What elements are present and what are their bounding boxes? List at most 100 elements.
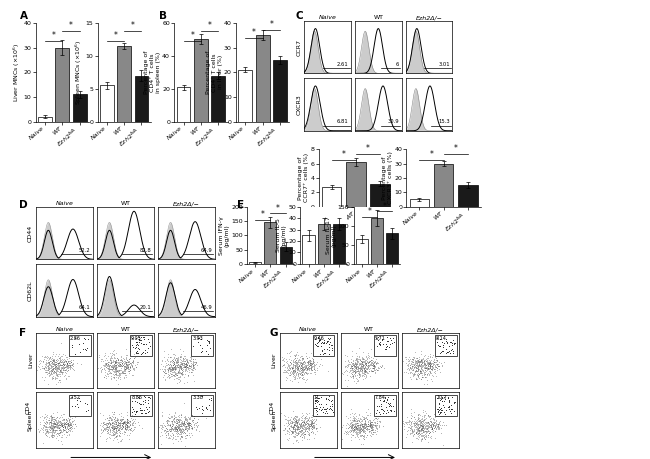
Point	[292, 416, 302, 423]
Point	[417, 414, 427, 421]
Point	[185, 420, 195, 427]
Point	[171, 363, 181, 370]
Point	[171, 420, 181, 427]
Point	[68, 417, 78, 425]
Point	[192, 361, 202, 368]
Point	[414, 429, 424, 437]
Point	[450, 339, 460, 347]
Point	[193, 339, 203, 346]
Point	[170, 369, 181, 376]
Point	[300, 413, 310, 420]
Point	[292, 365, 302, 373]
Point	[383, 337, 393, 345]
Point	[176, 360, 186, 367]
Point	[63, 362, 73, 369]
Point	[109, 368, 120, 375]
Point	[428, 418, 439, 425]
Point	[124, 348, 135, 355]
Point	[292, 431, 302, 438]
Point	[434, 418, 444, 425]
Point	[290, 418, 300, 425]
Point	[138, 333, 149, 341]
Point	[105, 419, 115, 426]
Point	[365, 420, 375, 428]
Point	[159, 369, 170, 376]
Point	[165, 353, 176, 360]
Point	[109, 354, 120, 362]
Point	[111, 419, 121, 426]
Point	[290, 374, 300, 381]
Point	[167, 417, 177, 424]
Point	[355, 418, 365, 425]
Point	[375, 397, 385, 404]
Point	[419, 418, 430, 425]
Point	[61, 416, 72, 424]
Point	[109, 430, 119, 437]
Point	[353, 425, 363, 432]
Point	[417, 358, 427, 365]
Point	[346, 362, 357, 369]
Point	[315, 336, 325, 344]
Point	[292, 359, 302, 367]
Point	[104, 367, 114, 375]
Point	[291, 369, 301, 376]
Point	[357, 418, 367, 425]
Point	[180, 354, 190, 361]
Point	[162, 367, 173, 374]
Point	[410, 358, 420, 365]
Point	[359, 419, 370, 426]
Point	[177, 429, 188, 437]
Point	[120, 369, 130, 376]
Point	[421, 432, 431, 439]
Point	[413, 374, 423, 381]
Point	[294, 420, 304, 428]
Point	[107, 351, 117, 358]
Point	[291, 351, 301, 358]
Point	[350, 359, 360, 367]
Point	[309, 424, 320, 431]
Point	[440, 396, 450, 403]
Point	[291, 356, 302, 364]
Point	[405, 369, 415, 376]
Point	[441, 337, 452, 345]
Point	[428, 419, 439, 426]
Point	[203, 337, 213, 345]
Point	[107, 363, 118, 370]
Point	[300, 359, 310, 366]
Point	[56, 428, 66, 436]
Point	[172, 371, 182, 379]
Point	[355, 421, 365, 429]
Point	[300, 363, 311, 370]
Point	[348, 420, 359, 428]
Point	[411, 364, 421, 372]
Point	[52, 375, 62, 382]
Point	[169, 353, 179, 361]
Point	[307, 358, 318, 365]
Point	[111, 425, 122, 432]
Point	[346, 373, 356, 381]
Point	[155, 366, 166, 373]
Point	[413, 415, 424, 423]
Point	[370, 422, 381, 430]
Point	[362, 354, 372, 362]
Point	[415, 430, 425, 437]
Point	[350, 423, 361, 431]
Point	[39, 364, 49, 371]
Point	[299, 417, 309, 424]
Point	[114, 430, 125, 437]
Point	[411, 359, 422, 367]
Point	[57, 423, 68, 431]
Point	[51, 374, 61, 381]
Point	[296, 357, 307, 364]
Point	[104, 358, 114, 365]
Point	[51, 421, 61, 428]
Point	[411, 430, 421, 437]
Point	[47, 421, 58, 429]
Point	[424, 421, 435, 429]
Point	[283, 419, 293, 426]
Point	[299, 358, 309, 365]
Point	[415, 422, 425, 429]
Point	[378, 340, 388, 347]
Point	[177, 360, 187, 368]
Point	[39, 429, 49, 437]
